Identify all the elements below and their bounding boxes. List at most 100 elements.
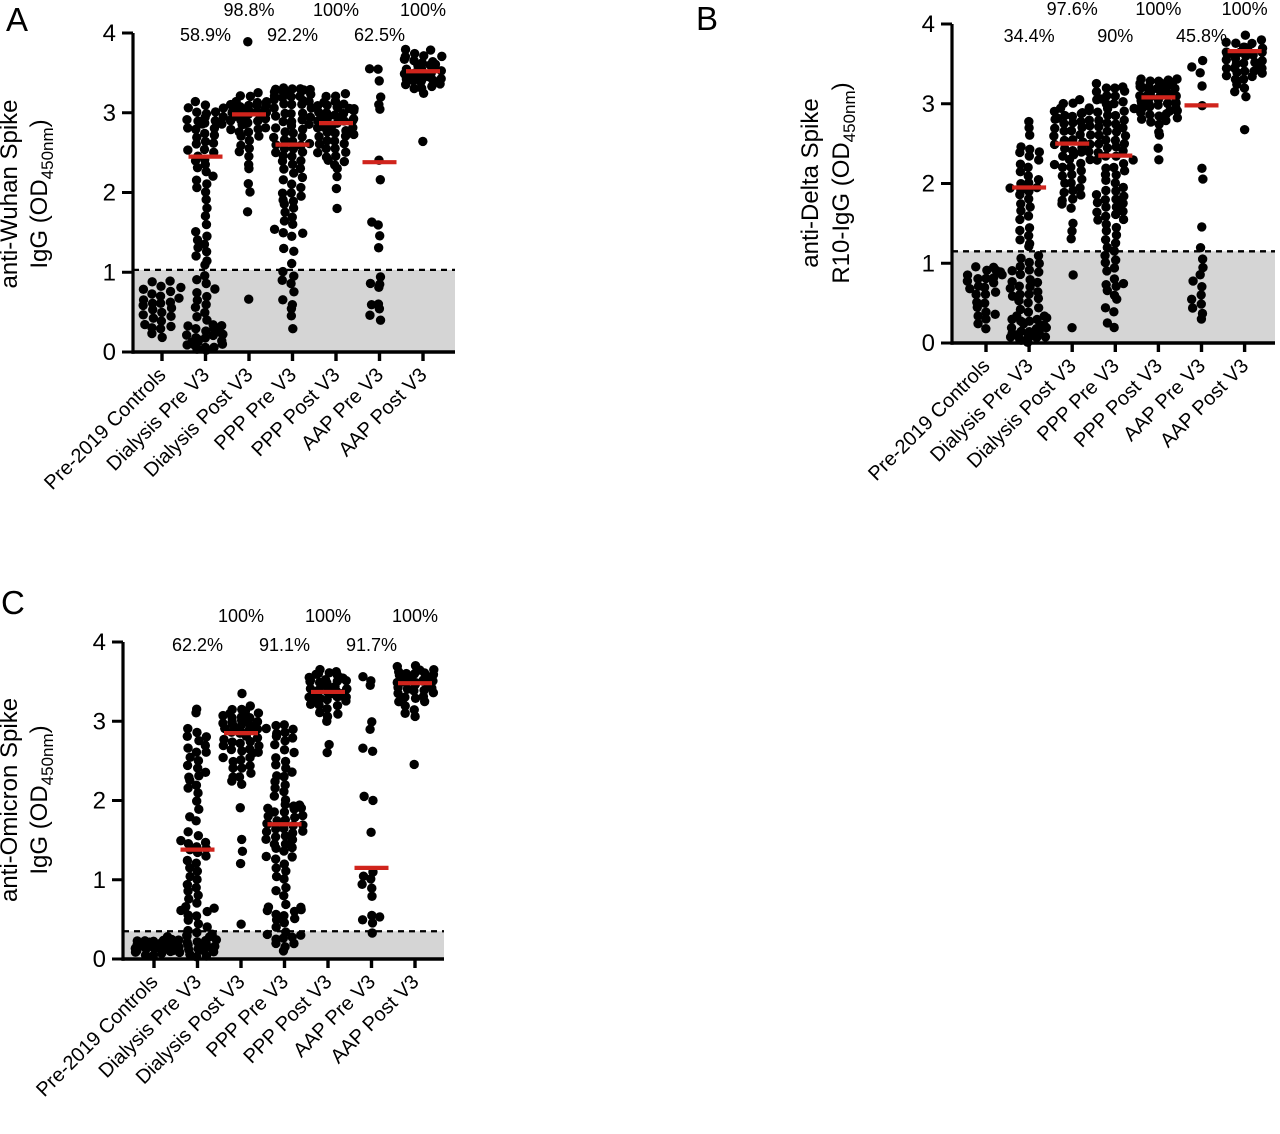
dot (246, 768, 256, 778)
dot (183, 827, 193, 837)
dot (1024, 178, 1034, 188)
dot (191, 780, 202, 790)
percent-label: 34.4% (1004, 26, 1055, 46)
dot (166, 311, 176, 322)
dot (281, 899, 291, 910)
dot (1068, 270, 1078, 280)
dot (156, 316, 167, 326)
y-tick-label: 2 (103, 180, 116, 207)
dot (1101, 219, 1111, 230)
dot (1109, 98, 1119, 109)
dot (147, 277, 157, 287)
dot (202, 231, 212, 241)
dot (1101, 185, 1111, 196)
dot (200, 187, 211, 197)
dot (1025, 144, 1035, 154)
dot (194, 735, 204, 746)
dot (330, 143, 340, 154)
dot (1076, 166, 1086, 176)
dot (192, 107, 202, 117)
dot (182, 123, 193, 133)
dot (286, 311, 297, 321)
dot (202, 179, 212, 189)
dot (367, 910, 377, 921)
dot (400, 708, 410, 718)
dot (296, 191, 306, 201)
dot (200, 767, 211, 778)
dot (219, 734, 229, 745)
dot (245, 91, 256, 102)
dot (359, 791, 369, 802)
dot (1091, 87, 1102, 97)
dot (287, 828, 298, 838)
dot (400, 44, 411, 55)
dot (1154, 111, 1164, 121)
dot (1110, 238, 1121, 248)
dot (183, 743, 193, 753)
dot (322, 747, 332, 758)
dot (165, 297, 176, 307)
dot (192, 927, 202, 938)
dot (1250, 57, 1260, 68)
dot (209, 342, 219, 353)
dot (279, 874, 289, 884)
dot (304, 119, 314, 130)
dot (192, 312, 202, 322)
dot (287, 733, 298, 743)
dot (1094, 139, 1104, 149)
dot (314, 139, 325, 149)
dot (1197, 222, 1207, 232)
dot (1049, 131, 1059, 141)
dot (1092, 197, 1103, 208)
dot (286, 278, 296, 289)
dot (1049, 159, 1060, 170)
dot (165, 276, 175, 286)
percent-label: 100% (1135, 0, 1181, 19)
dot (973, 311, 983, 321)
dot (280, 736, 290, 746)
dot (288, 724, 298, 734)
dot (271, 824, 281, 834)
dot (322, 704, 332, 714)
y-tick-label: 3 (93, 708, 106, 735)
dot (1025, 282, 1035, 292)
dot (1109, 290, 1120, 300)
dot (261, 96, 272, 107)
dot (227, 704, 237, 715)
dot (962, 270, 973, 280)
dot (288, 219, 298, 230)
dot (235, 91, 246, 101)
dot (349, 104, 359, 114)
dot (357, 879, 367, 890)
dot (278, 116, 288, 127)
dot (201, 732, 212, 742)
y-axis-label-line2: R10-IgG (OD450nm) (828, 82, 859, 283)
dot (191, 911, 202, 921)
dot (1100, 194, 1110, 205)
dot (235, 803, 245, 813)
dot (237, 688, 247, 699)
dot (428, 57, 438, 67)
dot (202, 315, 212, 325)
dot (1172, 113, 1183, 123)
y-tick-label: 1 (922, 250, 935, 277)
dot (1024, 326, 1034, 337)
dot (329, 160, 340, 170)
dot (289, 246, 299, 257)
dot (140, 936, 150, 946)
dot (185, 812, 195, 822)
y-tick-label: 2 (922, 171, 935, 198)
dot (1102, 318, 1113, 328)
dot (271, 934, 281, 944)
dot (1066, 203, 1076, 213)
dot (1111, 222, 1122, 233)
dot (297, 132, 307, 142)
dot (270, 740, 280, 750)
dot (190, 302, 201, 312)
dot (1092, 155, 1102, 165)
dot (280, 727, 290, 738)
dot (297, 172, 308, 183)
dot (216, 321, 227, 331)
dot (182, 855, 193, 866)
